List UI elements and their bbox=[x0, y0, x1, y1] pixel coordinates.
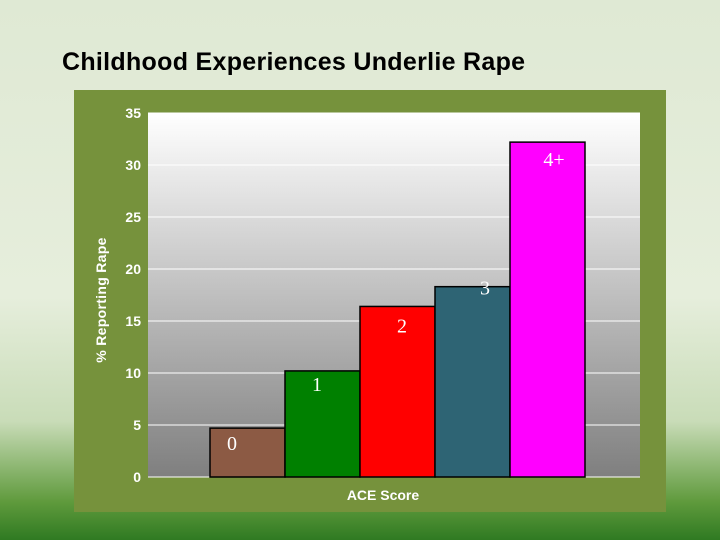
bar-category-label: 1 bbox=[312, 374, 322, 396]
x-axis-label: ACE Score bbox=[347, 487, 420, 503]
y-tick-label: 0 bbox=[133, 469, 141, 485]
y-tick-label: 10 bbox=[125, 365, 141, 381]
bar-1 bbox=[284, 370, 361, 478]
bar-labels: 0 1 2 3 4+ bbox=[227, 149, 565, 455]
y-axis-label: % Reporting Rape bbox=[93, 237, 109, 362]
y-tick-label: 20 bbox=[125, 261, 141, 277]
bar-category-label: 2 bbox=[397, 315, 407, 337]
bar-0 bbox=[209, 427, 286, 478]
bars bbox=[209, 141, 586, 478]
y-tick-label: 15 bbox=[125, 313, 141, 329]
y-tick-labels: 0 5 10 15 20 25 30 35 bbox=[125, 105, 141, 485]
slide-title: Childhood Experiences Underlie Rape bbox=[62, 48, 526, 76]
y-tick-label: 35 bbox=[125, 105, 141, 121]
y-tick-label: 25 bbox=[125, 209, 141, 225]
bar-category-label: 4+ bbox=[543, 149, 564, 171]
bar-3 bbox=[434, 285, 511, 478]
y-tick-label: 5 bbox=[133, 417, 141, 433]
bar-category-label: 3 bbox=[480, 278, 490, 300]
y-tick-label: 30 bbox=[125, 157, 141, 173]
bar-4plus bbox=[509, 141, 586, 478]
bar-2 bbox=[359, 305, 436, 478]
bar-category-label: 0 bbox=[227, 433, 237, 455]
